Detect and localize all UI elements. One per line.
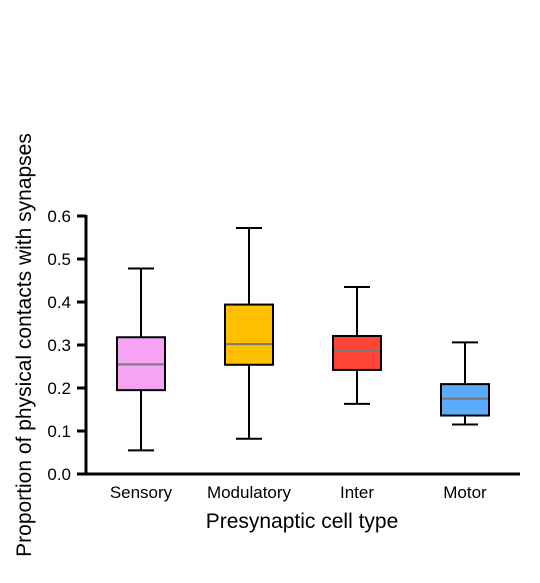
- box-modulatory: [224, 227, 274, 440]
- iqr-box: [224, 303, 274, 366]
- box-inter: [332, 285, 382, 405]
- iqr-box: [332, 334, 382, 371]
- y-axis-title: Proportion of physical contacts with syn…: [13, 133, 36, 557]
- y-tick-label: 0.5: [47, 250, 71, 269]
- iqr-box: [440, 383, 490, 417]
- category-label-motor: Motor: [443, 483, 487, 502]
- boxes: [116, 227, 490, 452]
- y-tick-labels: 0.0 0.1 0.2 0.3 0.4 0.5 0.6: [47, 207, 71, 484]
- box-sensory: [116, 267, 166, 452]
- y-tick-label: 0.0: [47, 465, 71, 484]
- axes: [77, 214, 520, 476]
- category-label-modulatory: Modulatory: [207, 483, 292, 502]
- category-label-sensory: Sensory: [110, 483, 173, 502]
- y-tick-label: 0.2: [47, 379, 71, 398]
- category-label-inter: Inter: [340, 483, 374, 502]
- box-motor: [440, 341, 490, 426]
- x-axis-title: Presynaptic cell type: [206, 510, 399, 533]
- y-tick-label: 0.1: [47, 422, 71, 441]
- y-tick-label: 0.4: [47, 293, 71, 312]
- y-tick-label: 0.6: [47, 207, 71, 226]
- y-tick-label: 0.3: [47, 336, 71, 355]
- x-category-labels: Sensory Modulatory Inter Motor: [110, 483, 487, 502]
